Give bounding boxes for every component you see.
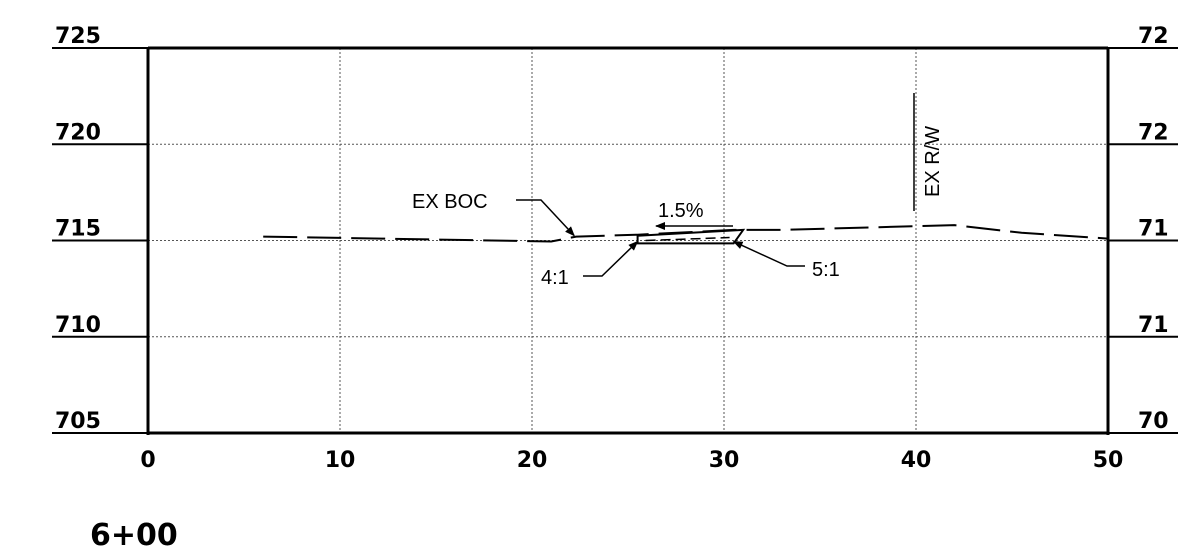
annotations: EX BOC 1.5% 4:1 5:1 EX R/W (412, 93, 944, 289)
slope-percent-label: 1.5% (658, 200, 704, 222)
slope-5-1-label: 5:1 (812, 259, 840, 281)
elevation-label-right: 72 (1138, 24, 1169, 49)
left-elevation-labels: 705 710 715 720 725 (52, 24, 148, 434)
right-elevation-labels: 70 71 71 72 72 (1108, 24, 1178, 434)
elevation-label-left: 710 (55, 313, 101, 338)
slope-4-1-label: 4:1 (541, 267, 569, 289)
station-label: 6+00 (90, 518, 178, 550)
elevation-label-right: 71 (1138, 217, 1169, 242)
ex-boc-label: EX BOC (412, 191, 488, 213)
elevation-label-left: 725 (55, 24, 101, 49)
offset-label: 50 (1093, 448, 1124, 473)
elevation-label-left: 715 (55, 217, 101, 242)
proposed-section (636, 228, 746, 245)
elevation-label-left: 705 (55, 409, 101, 434)
elevation-label-right: 71 (1138, 313, 1169, 338)
elevation-label-right: 72 (1138, 120, 1169, 145)
grid-lines (148, 48, 1108, 433)
offset-labels: 0 10 20 30 40 50 (140, 448, 1123, 473)
plot-frame (146, 46, 1110, 435)
ex-boc-leader (516, 199, 575, 237)
ex-rw-label: EX R/W (922, 126, 944, 197)
elevation-label-left: 720 (55, 120, 101, 145)
proposed-sidewalk-outline (636, 228, 746, 245)
slope-5-1-leader (732, 240, 805, 267)
slope-4-1-leader (583, 240, 639, 277)
offset-label: 10 (325, 448, 356, 473)
elevation-label-right: 70 (1138, 409, 1169, 434)
offset-label: 30 (709, 448, 740, 473)
offset-label: 40 (901, 448, 932, 473)
offset-label: 0 (140, 448, 155, 473)
offset-label: 20 (517, 448, 548, 473)
